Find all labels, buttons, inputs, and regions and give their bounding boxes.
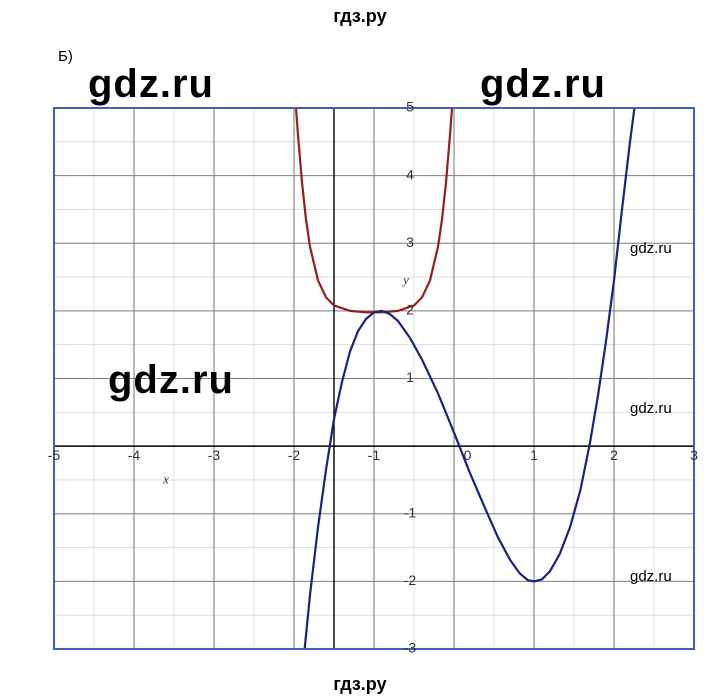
y-tick-label: -3 bbox=[404, 640, 417, 656]
y-tick-label: -2 bbox=[404, 572, 417, 588]
origin-label: 0 bbox=[464, 447, 472, 463]
y-axis-label: y bbox=[401, 272, 409, 287]
x-tick-label: -2 bbox=[288, 447, 301, 463]
watermark-small-2: gdz.ru bbox=[630, 400, 672, 417]
page: гдз.ру Б) -5-4-3-2-1123-3-2-1123450xy gd… bbox=[0, 0, 720, 699]
site-footer-title: гдз.ру bbox=[0, 674, 720, 695]
watermark-large-3: gdz.ru bbox=[108, 358, 234, 403]
y-tick-label: 3 bbox=[406, 234, 414, 250]
x-tick-label: -5 bbox=[48, 447, 61, 463]
y-tick-label: 2 bbox=[406, 302, 414, 318]
x-axis-label: x bbox=[162, 471, 169, 486]
y-tick-label: 1 bbox=[406, 369, 414, 385]
x-tick-label: -4 bbox=[128, 447, 141, 463]
watermark-large-1: gdz.ru bbox=[88, 62, 214, 107]
watermark-small-3: gdz.ru bbox=[630, 568, 672, 585]
x-tick-label: 2 bbox=[610, 447, 618, 463]
y-tick-label: -1 bbox=[404, 504, 417, 520]
y-tick-label: 5 bbox=[406, 99, 414, 115]
x-tick-label: -3 bbox=[208, 447, 221, 463]
watermark-large-2: gdz.ru bbox=[480, 62, 606, 107]
watermark-small-1: gdz.ru bbox=[630, 240, 672, 257]
y-tick-label: 4 bbox=[406, 166, 414, 182]
x-tick-label: -1 bbox=[368, 447, 381, 463]
x-tick-label: 1 bbox=[530, 447, 538, 463]
x-tick-label: 3 bbox=[690, 447, 698, 463]
